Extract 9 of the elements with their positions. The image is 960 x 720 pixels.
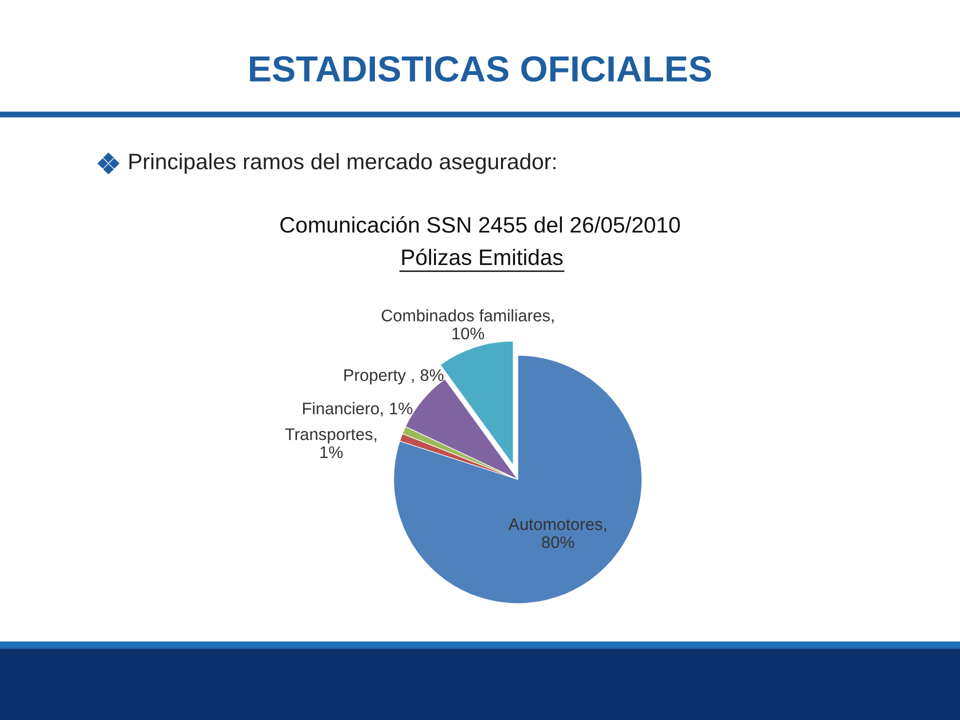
chart-subtitle: Principales ramos del mercado asegurador: (130, 153, 556, 174)
slice-label: Combinados familiares, 10% (382, 309, 554, 340)
slice-label: Financiero, 1% (303, 402, 412, 416)
slice-label: Transportes, 1% (285, 428, 376, 458)
chart-title: ESTADISTICAS OFICIALES (250, 56, 711, 82)
text: Pólizas Emitidas (402, 248, 563, 266)
slice-label: Automotores, 80% (508, 518, 606, 548)
text: Comunicación SSN 2455 del 26/05/2010 (280, 216, 680, 233)
slice-label: Property , 8% (344, 369, 444, 384)
